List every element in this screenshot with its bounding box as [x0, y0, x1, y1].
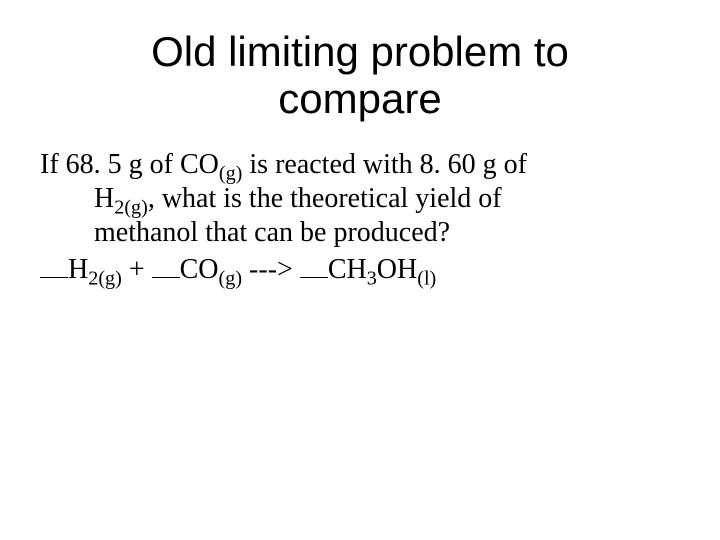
slide-title: Old limiting problem to compare — [40, 28, 680, 122]
title-line-2: compare — [40, 75, 680, 122]
q-line2-rest: , what is the theoretical yield of — [148, 183, 502, 214]
blank-3 — [300, 258, 328, 278]
q-h2: H — [94, 183, 114, 214]
slide-container: Old limiting problem to compare If 68. 5… — [0, 0, 720, 540]
question-line-2: H2(g), what is the theoretical yield of — [40, 182, 680, 216]
slide-body: If 68. 5 g of CO (g) is reacted with 8. 6… — [40, 148, 680, 287]
eq-ch: CH — [328, 254, 367, 285]
eq-oh-sub: (l) — [417, 267, 436, 289]
eq-oh: OH — [377, 254, 417, 285]
q-mid1: is reacted with 8. 60 g of — [242, 149, 527, 180]
eq-co: CO — [180, 254, 219, 285]
eq-plus: + — [122, 254, 152, 285]
eq-h2-sub: 2(g) — [88, 267, 122, 289]
eq-ch3-sub: 3 — [367, 267, 377, 289]
question-line-1: If 68. 5 g of CO(g) is reacted with 8. 6… — [40, 148, 680, 182]
blank-2 — [152, 258, 180, 278]
equation-line: H2(g) + CO(g) ---> CH3OH(l) — [40, 253, 680, 287]
blank-1 — [40, 258, 68, 278]
question-line-3: methanol that can be produced? — [40, 216, 680, 250]
eq-co-sub: (g) — [219, 267, 243, 289]
eq-arrow: ---> — [242, 254, 300, 285]
title-line-1: Old limiting problem to — [40, 28, 680, 75]
q-prefix: If 68. 5 g of CO — [40, 149, 219, 180]
eq-h2: H — [68, 254, 88, 285]
